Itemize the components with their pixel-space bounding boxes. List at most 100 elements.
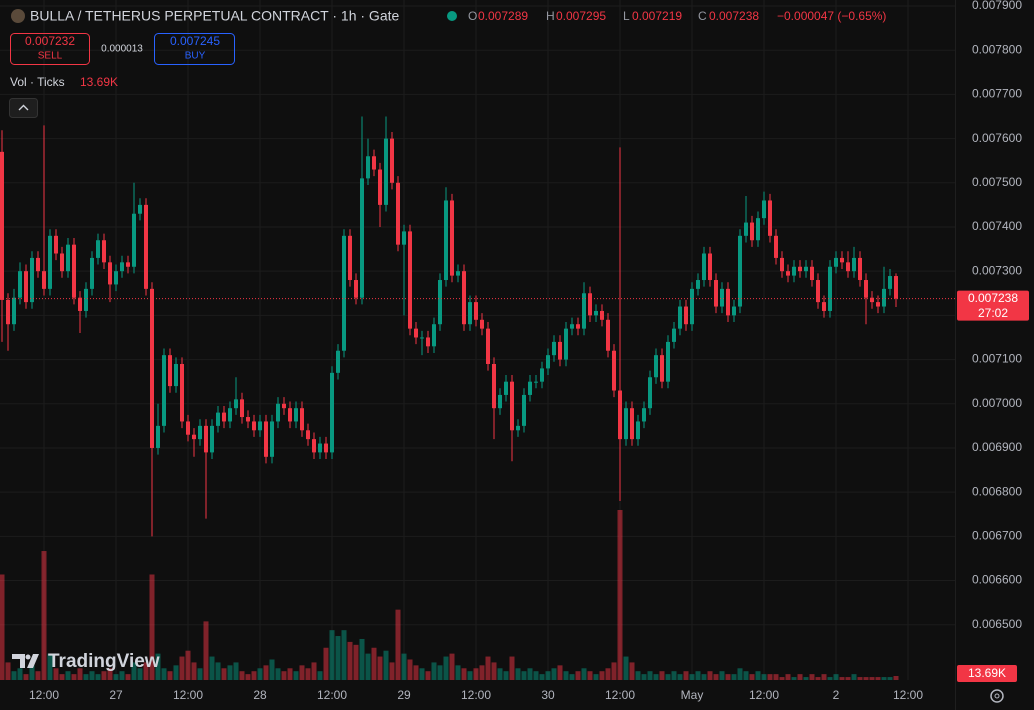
readout-key: O [468, 9, 477, 23]
volume-bar [593, 674, 599, 680]
candle-body [582, 293, 586, 329]
candle-body [354, 280, 358, 298]
candle-body [384, 138, 388, 205]
volume-bar [803, 677, 809, 680]
candle-body [414, 328, 418, 338]
volume-bar [239, 671, 245, 680]
buy-button[interactable] [154, 33, 235, 65]
volume-bar [293, 671, 299, 680]
candle-body [156, 425, 160, 448]
countdown: 27:02 [978, 306, 1008, 320]
candle-body [126, 262, 130, 267]
candle-body [492, 363, 496, 409]
spread: 0.000013 [101, 44, 143, 55]
collapse-button[interactable] [9, 98, 38, 118]
volume-bar [359, 638, 365, 680]
volume-bar [521, 671, 527, 680]
volume-bar [767, 674, 773, 680]
settings-icon[interactable] [990, 689, 1004, 703]
volume-bar [587, 671, 593, 680]
volume-bar [737, 668, 743, 680]
sell-button[interactable] [10, 33, 90, 65]
volume-bar [401, 653, 407, 680]
candle-body [12, 297, 16, 325]
volume-bar [659, 671, 665, 680]
volume-bar [341, 630, 347, 680]
volume-bar [17, 668, 23, 680]
candle-body [54, 235, 58, 254]
volume-bar [875, 677, 881, 680]
candle-body [108, 262, 112, 285]
candle-body [42, 271, 46, 289]
candle-body [120, 262, 124, 272]
candle-body [714, 280, 718, 307]
volume-bar [755, 671, 761, 680]
x-tick-label: 27 [109, 688, 123, 702]
candle-body [882, 288, 886, 307]
volume-bar [623, 656, 629, 680]
readout-key: L [623, 9, 630, 23]
volume-bar [83, 674, 89, 680]
candle-body [642, 408, 646, 422]
candle-body [228, 408, 232, 422]
candle-body [288, 408, 292, 422]
volume-bar [215, 662, 221, 680]
volume-bar [815, 677, 821, 680]
candle-body [234, 399, 238, 409]
candle-body [708, 253, 712, 281]
volume-bar [569, 674, 575, 680]
candle-body [540, 368, 544, 382]
candle-body [420, 337, 424, 339]
chart-title: BULLA / TETHERUS PERPETUAL CONTRACT · 1h… [30, 8, 399, 24]
last-price-tag [957, 290, 1029, 321]
volume-bar [167, 671, 173, 680]
candle-body [48, 235, 52, 289]
candle-body [894, 276, 898, 299]
volume-bar [761, 674, 767, 680]
readout-value: 0.007295 [556, 9, 606, 23]
candle-body [774, 235, 778, 258]
candle-body [372, 156, 376, 170]
volume-bar [149, 574, 155, 680]
x-tick-label: 30 [541, 688, 555, 702]
volume-bar [305, 668, 311, 680]
volume-bar [467, 671, 473, 680]
candle-body [246, 417, 250, 422]
volume-bar [287, 668, 293, 680]
candle-body [468, 302, 472, 325]
candle-body [324, 443, 328, 453]
y-tick-label: 0.007600 [972, 131, 1022, 145]
volume-bar [437, 665, 443, 680]
sell-label: SELL [38, 51, 63, 62]
candle-body [738, 235, 742, 307]
volume-bar [95, 674, 101, 680]
volume-bar [809, 674, 815, 680]
volume-bar [527, 668, 533, 680]
candle-body [858, 257, 862, 281]
volume-bar [677, 674, 683, 680]
candle-body [810, 266, 814, 281]
volume-bar [833, 674, 839, 680]
volume-bar [713, 674, 719, 680]
candle-body [24, 271, 28, 303]
volume-bar [491, 662, 497, 680]
candle-body [636, 421, 640, 440]
y-tick-label: 0.007800 [972, 42, 1022, 56]
x-tick-label: 12:00 [461, 688, 491, 702]
candle-body [402, 231, 406, 245]
y-tick-label: 0.007900 [972, 0, 1022, 12]
volume-bar [749, 674, 755, 680]
candle-body [18, 271, 22, 298]
volume-bar [161, 668, 167, 680]
candle-body [672, 328, 676, 342]
candle-body [702, 253, 706, 281]
candle-body [870, 297, 874, 303]
volume-bar [779, 677, 785, 680]
volume-bar [407, 659, 413, 680]
volume-bar [443, 656, 449, 680]
volume-bar [41, 551, 47, 680]
candle-body [294, 408, 298, 422]
y-tick-label: 0.006500 [972, 617, 1022, 631]
volume-bar [197, 668, 203, 680]
